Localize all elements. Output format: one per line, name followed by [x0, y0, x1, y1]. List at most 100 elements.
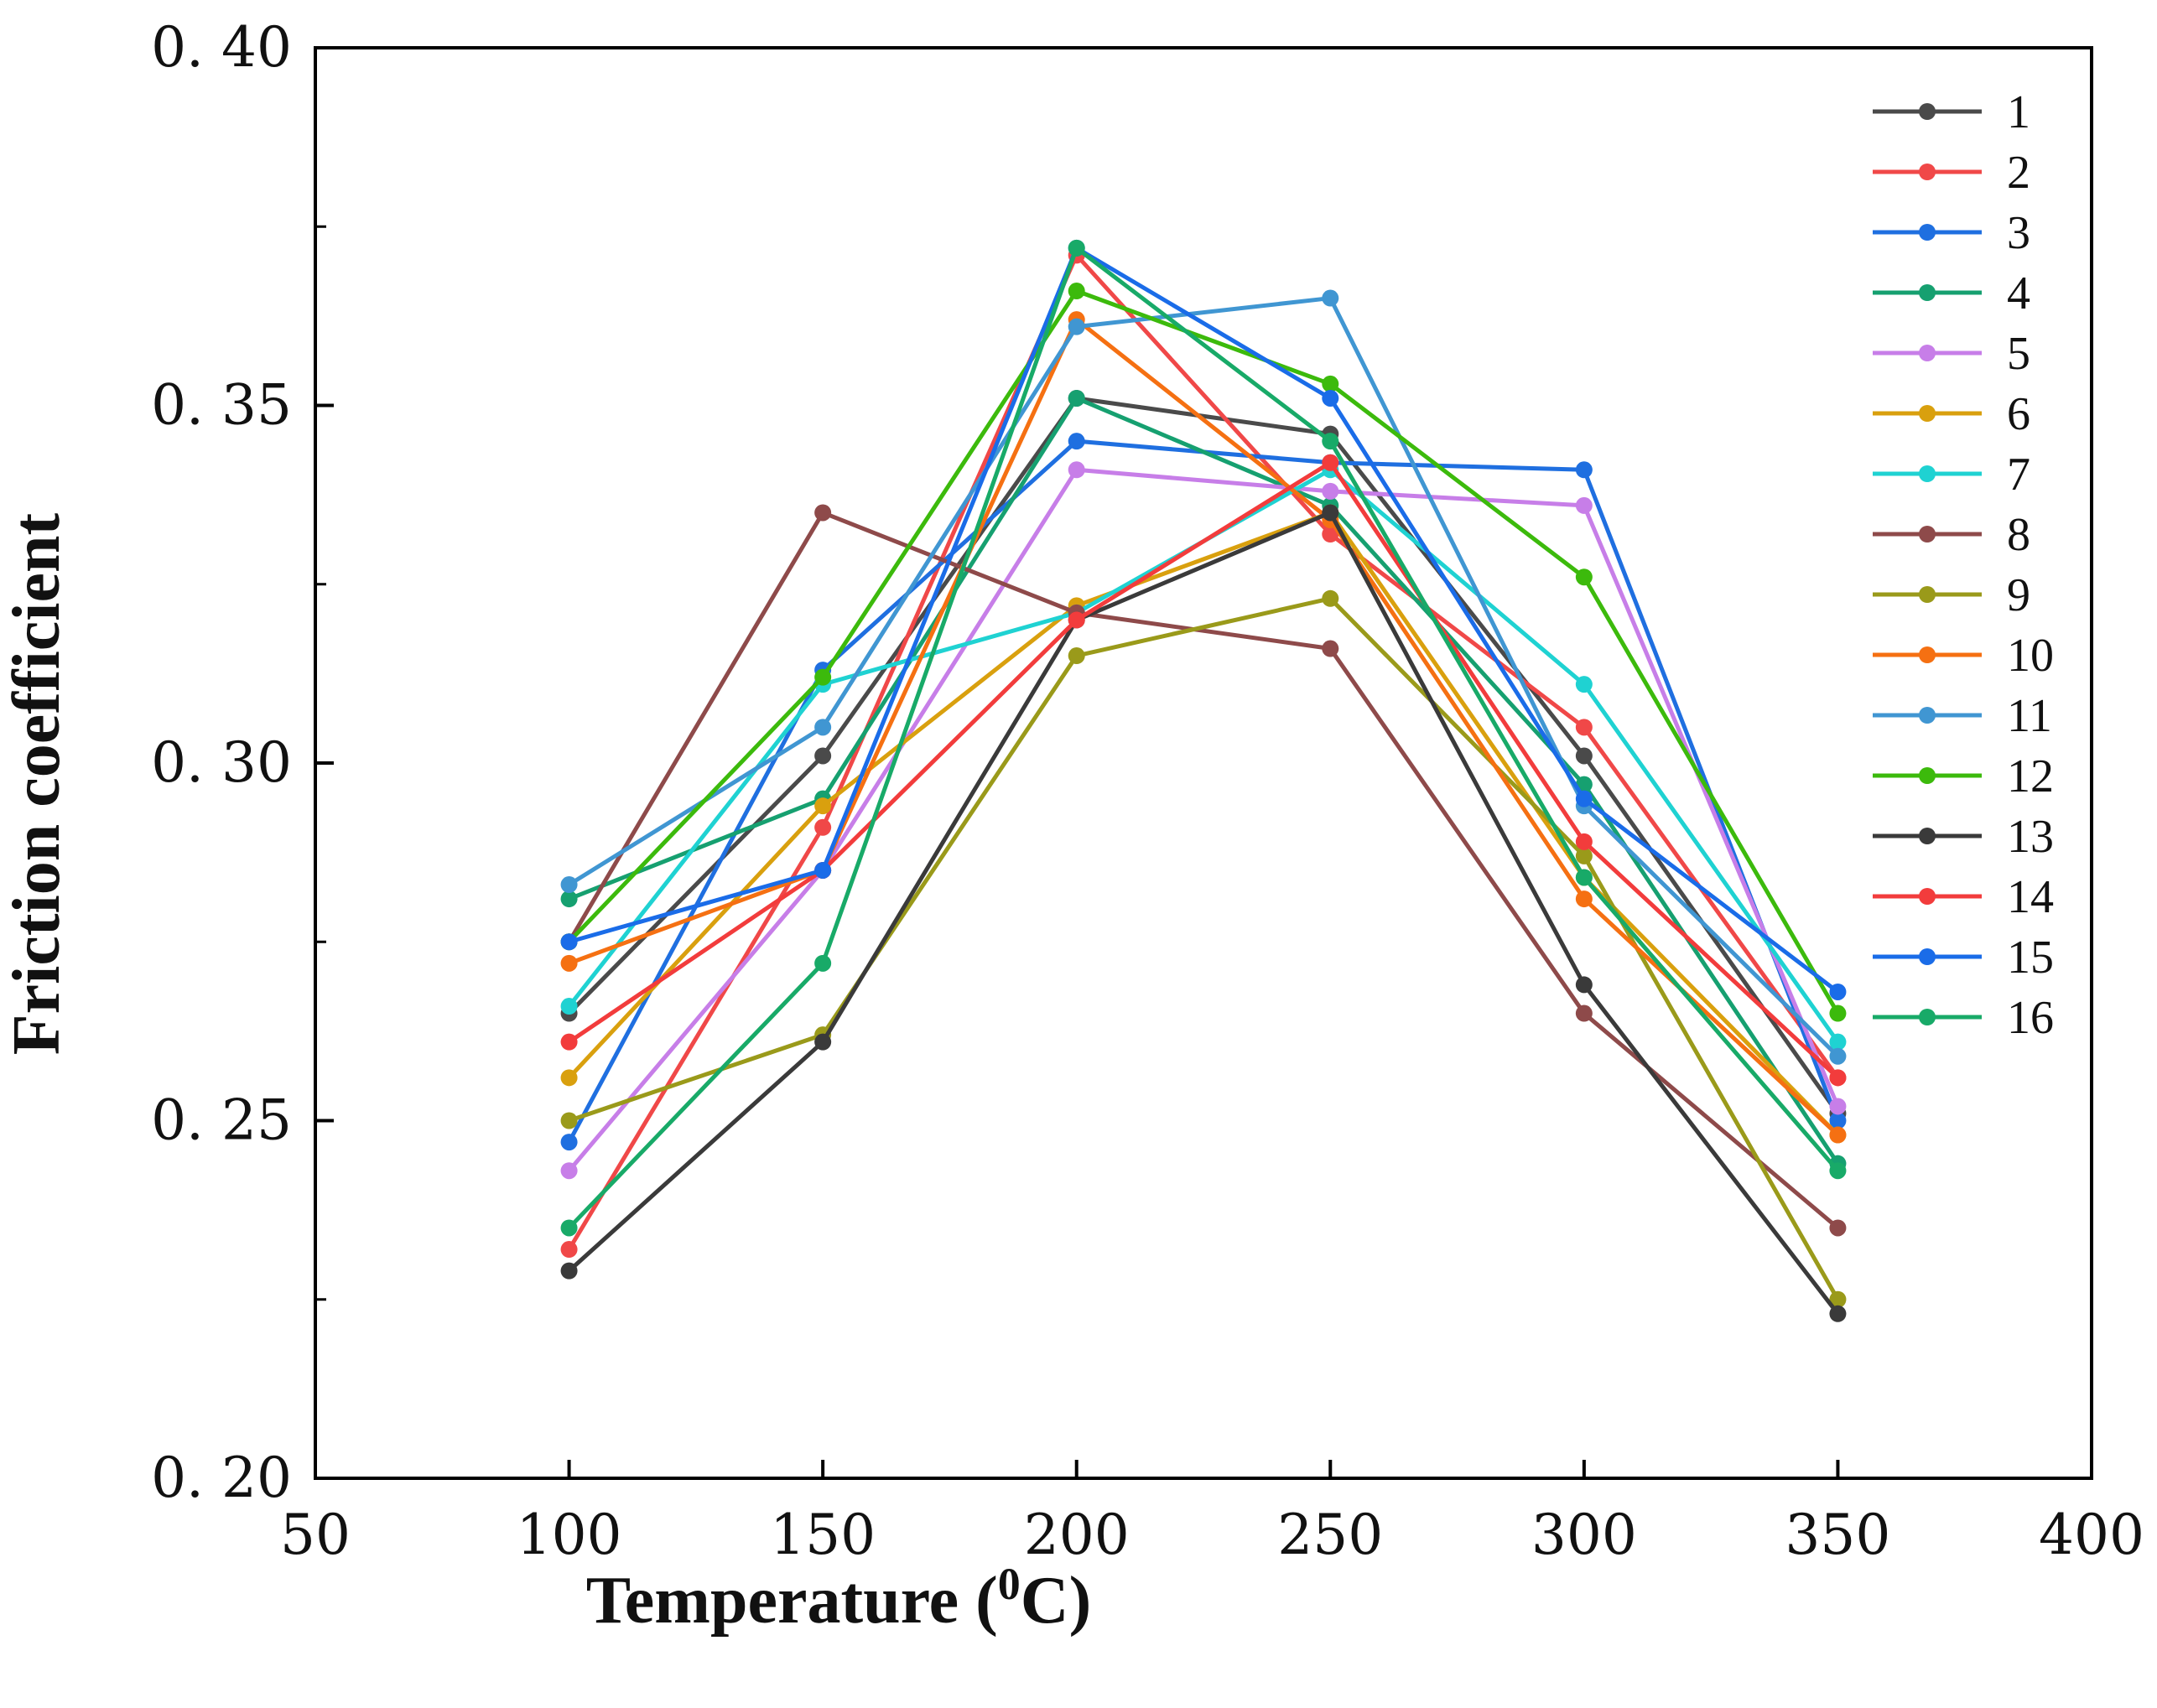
data-point-14-300 — [1575, 833, 1593, 850]
legend-item-4: 4 — [1873, 267, 2030, 319]
data-point-15-350 — [1829, 983, 1847, 1000]
legend-swatch-marker — [1919, 224, 1936, 241]
data-point-16-100 — [560, 1219, 578, 1237]
legend-swatch-marker — [1919, 526, 1936, 543]
x-tick-label: 50 — [280, 1503, 351, 1567]
series-line-4 — [568, 396, 1840, 1165]
data-point-15-300 — [1575, 790, 1593, 807]
data-point-7-100 — [560, 998, 578, 1015]
data-point-3-100 — [560, 1134, 578, 1151]
data-point-14-200 — [1068, 611, 1085, 629]
data-point-2-150 — [814, 818, 832, 836]
series-11 — [560, 289, 1847, 1065]
x-tick-label: 200 — [1024, 1503, 1130, 1567]
series-line-16 — [567, 246, 1840, 1230]
series-line-10 — [568, 317, 1840, 1137]
legend-swatch-marker — [1919, 345, 1936, 361]
data-point-12-350 — [1829, 1005, 1847, 1022]
data-point-9-250 — [1322, 589, 1339, 607]
data-point-11-150 — [814, 719, 832, 736]
data-point-12-300 — [1575, 568, 1593, 586]
data-point-3-300 — [1575, 461, 1593, 479]
legend-label: 7 — [2007, 449, 2030, 501]
legend-swatch-marker — [1919, 948, 1936, 965]
series-line-12 — [567, 288, 1840, 1015]
legend-label: 13 — [2007, 811, 2054, 863]
legend-swatch-marker — [1919, 164, 1936, 180]
legend-item-12: 12 — [1873, 750, 2054, 802]
data-point-10-100 — [560, 954, 578, 972]
data-point-10-350 — [1829, 1126, 1847, 1144]
data-point-13-150 — [814, 1033, 832, 1051]
data-point-8-250 — [1322, 640, 1339, 657]
x-tick-label: 150 — [770, 1503, 876, 1567]
legend-label: 3 — [2007, 207, 2030, 259]
data-point-3-350 — [1829, 1112, 1847, 1129]
data-point-10-300 — [1575, 890, 1593, 908]
data-point-11-200 — [1068, 318, 1085, 335]
y-tick-label: 0. 20 — [151, 1446, 292, 1510]
legend-swatch-marker — [1919, 767, 1936, 784]
data-point-8-150 — [814, 504, 832, 522]
legend-swatch-marker — [1919, 828, 1936, 844]
y-axis-title: Friction coefficient — [0, 512, 74, 1055]
legend-label: 12 — [2007, 750, 2054, 802]
legend-label: 2 — [2007, 147, 2030, 199]
data-point-14-250 — [1322, 454, 1339, 471]
data-point-16-300 — [1575, 869, 1593, 886]
data-point-5-350 — [1829, 1098, 1847, 1115]
series-group — [560, 239, 1847, 1322]
data-point-11-100 — [560, 876, 578, 894]
data-point-5-200 — [1068, 461, 1085, 479]
data-point-5-250 — [1322, 482, 1339, 500]
legend-label: 14 — [2007, 871, 2054, 923]
series-line-1 — [567, 396, 1840, 1115]
series-line-14 — [568, 460, 1840, 1080]
data-point-7-350 — [1829, 1033, 1847, 1051]
data-point-12-200 — [1068, 283, 1085, 300]
x-tick-label: 400 — [2039, 1503, 2144, 1567]
data-point-12-250 — [1322, 375, 1339, 392]
legend-item-15: 15 — [1873, 932, 2054, 984]
data-point-9-100 — [560, 1112, 578, 1129]
legend-item-16: 16 — [1873, 992, 2054, 1044]
legend-item-13: 13 — [1873, 811, 2054, 863]
x-tick-label: 300 — [1531, 1503, 1637, 1567]
series-line-11 — [568, 296, 1840, 1058]
data-point-2-250 — [1322, 526, 1339, 543]
x-tick-label: 100 — [517, 1503, 622, 1567]
legend-swatch-marker — [1919, 284, 1936, 301]
series-16 — [560, 239, 1847, 1237]
data-point-8-350 — [1829, 1219, 1847, 1237]
legend-item-6: 6 — [1873, 388, 2030, 440]
legend-label: 8 — [2007, 509, 2030, 561]
series-8 — [560, 504, 1847, 1237]
data-point-6-100 — [560, 1069, 578, 1087]
legend-item-5: 5 — [1873, 328, 2030, 380]
data-point-15-250 — [1322, 389, 1339, 407]
data-point-9-200 — [1068, 647, 1085, 665]
legend-item-7: 7 — [1873, 449, 2030, 501]
data-point-13-350 — [1829, 1305, 1847, 1322]
series-line-9 — [568, 596, 1840, 1300]
series-10 — [560, 311, 1847, 1144]
legend-label: 15 — [2007, 932, 2054, 984]
legend-swatch-marker — [1919, 888, 1936, 905]
legend-item-10: 10 — [1873, 630, 2054, 682]
data-point-2-100 — [560, 1241, 578, 1259]
legend-item-9: 9 — [1873, 569, 2030, 621]
data-point-16-250 — [1322, 433, 1339, 450]
series-line-5 — [567, 467, 1840, 1172]
data-point-13-250 — [1322, 504, 1339, 522]
data-point-1-150 — [814, 747, 832, 765]
legend-label: 4 — [2007, 267, 2030, 319]
legend-item-11: 11 — [1873, 690, 2052, 742]
x-axis-title: Temperature (0C) — [586, 1559, 1091, 1638]
plot-frame — [314, 46, 2093, 1480]
data-point-11-250 — [1322, 289, 1339, 307]
data-point-3-200 — [1068, 433, 1085, 450]
y-tick-label: 0. 40 — [151, 15, 292, 80]
y-tick-label: 0. 25 — [151, 1088, 292, 1153]
series-line-13 — [567, 510, 1840, 1316]
